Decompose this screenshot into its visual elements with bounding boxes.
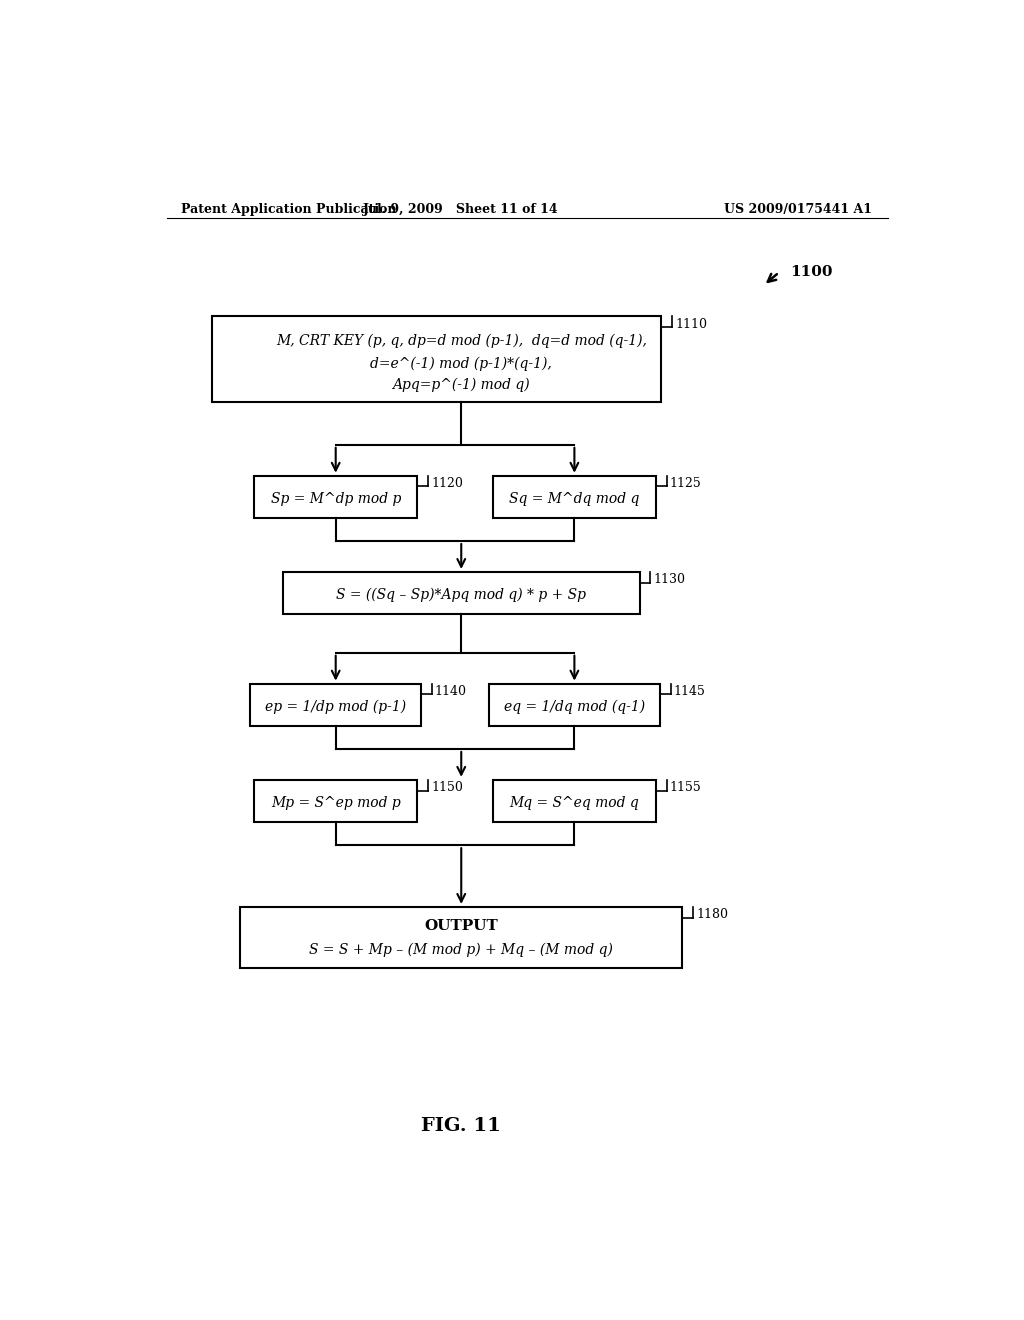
- Text: S = ((Sq – Sp)*Apq mod q) * p + Sp: S = ((Sq – Sp)*Apq mod q) * p + Sp: [336, 589, 587, 602]
- Text: M, CRT KEY (p, q, dp=d mod (p-1),  dq=d mod (q-1),: M, CRT KEY (p, q, dp=d mod (p-1), dq=d m…: [275, 333, 647, 347]
- Text: FIG. 11: FIG. 11: [421, 1117, 501, 1135]
- Text: 1110: 1110: [675, 318, 708, 331]
- Text: Sp = M^dp mod p: Sp = M^dp mod p: [270, 492, 400, 506]
- Text: 1155: 1155: [670, 781, 701, 795]
- Text: ep = 1/dp mod (p-1): ep = 1/dp mod (p-1): [265, 700, 407, 714]
- Bar: [212, 317, 662, 403]
- Bar: [489, 684, 659, 726]
- Text: Apq=p^(-1) mod q): Apq=p^(-1) mod q): [392, 378, 530, 392]
- Text: eq = 1/dq mod (q-1): eq = 1/dq mod (q-1): [504, 700, 645, 714]
- Bar: [254, 475, 417, 517]
- Text: d=e^(-1) mod (p-1)*(q-1),: d=e^(-1) mod (p-1)*(q-1),: [371, 356, 552, 371]
- Bar: [241, 907, 682, 969]
- Text: Patent Application Publication: Patent Application Publication: [180, 203, 396, 216]
- Bar: [251, 684, 421, 726]
- Text: US 2009/0175441 A1: US 2009/0175441 A1: [724, 203, 872, 216]
- Text: 1180: 1180: [696, 908, 728, 921]
- Text: 1145: 1145: [674, 685, 706, 698]
- Text: 1130: 1130: [653, 573, 685, 586]
- Text: 1140: 1140: [435, 685, 467, 698]
- Text: 1125: 1125: [670, 478, 701, 490]
- Text: OUTPUT: OUTPUT: [424, 919, 498, 933]
- Text: S = S + Mp – (M mod p) + Mq – (M mod q): S = S + Mp – (M mod p) + Mq – (M mod q): [309, 942, 613, 957]
- Bar: [283, 572, 640, 614]
- Text: Sq = M^dq mod q: Sq = M^dq mod q: [509, 492, 640, 506]
- Text: 1120: 1120: [431, 478, 463, 490]
- Text: 1150: 1150: [431, 781, 463, 795]
- Bar: [493, 475, 655, 517]
- Text: Mq = S^eq mod q: Mq = S^eq mod q: [510, 796, 639, 810]
- Text: Mp = S^ep mod p: Mp = S^ep mod p: [270, 796, 400, 810]
- Text: 1100: 1100: [791, 265, 834, 280]
- Bar: [254, 780, 417, 822]
- Bar: [493, 780, 655, 822]
- Text: Jul. 9, 2009   Sheet 11 of 14: Jul. 9, 2009 Sheet 11 of 14: [364, 203, 559, 216]
